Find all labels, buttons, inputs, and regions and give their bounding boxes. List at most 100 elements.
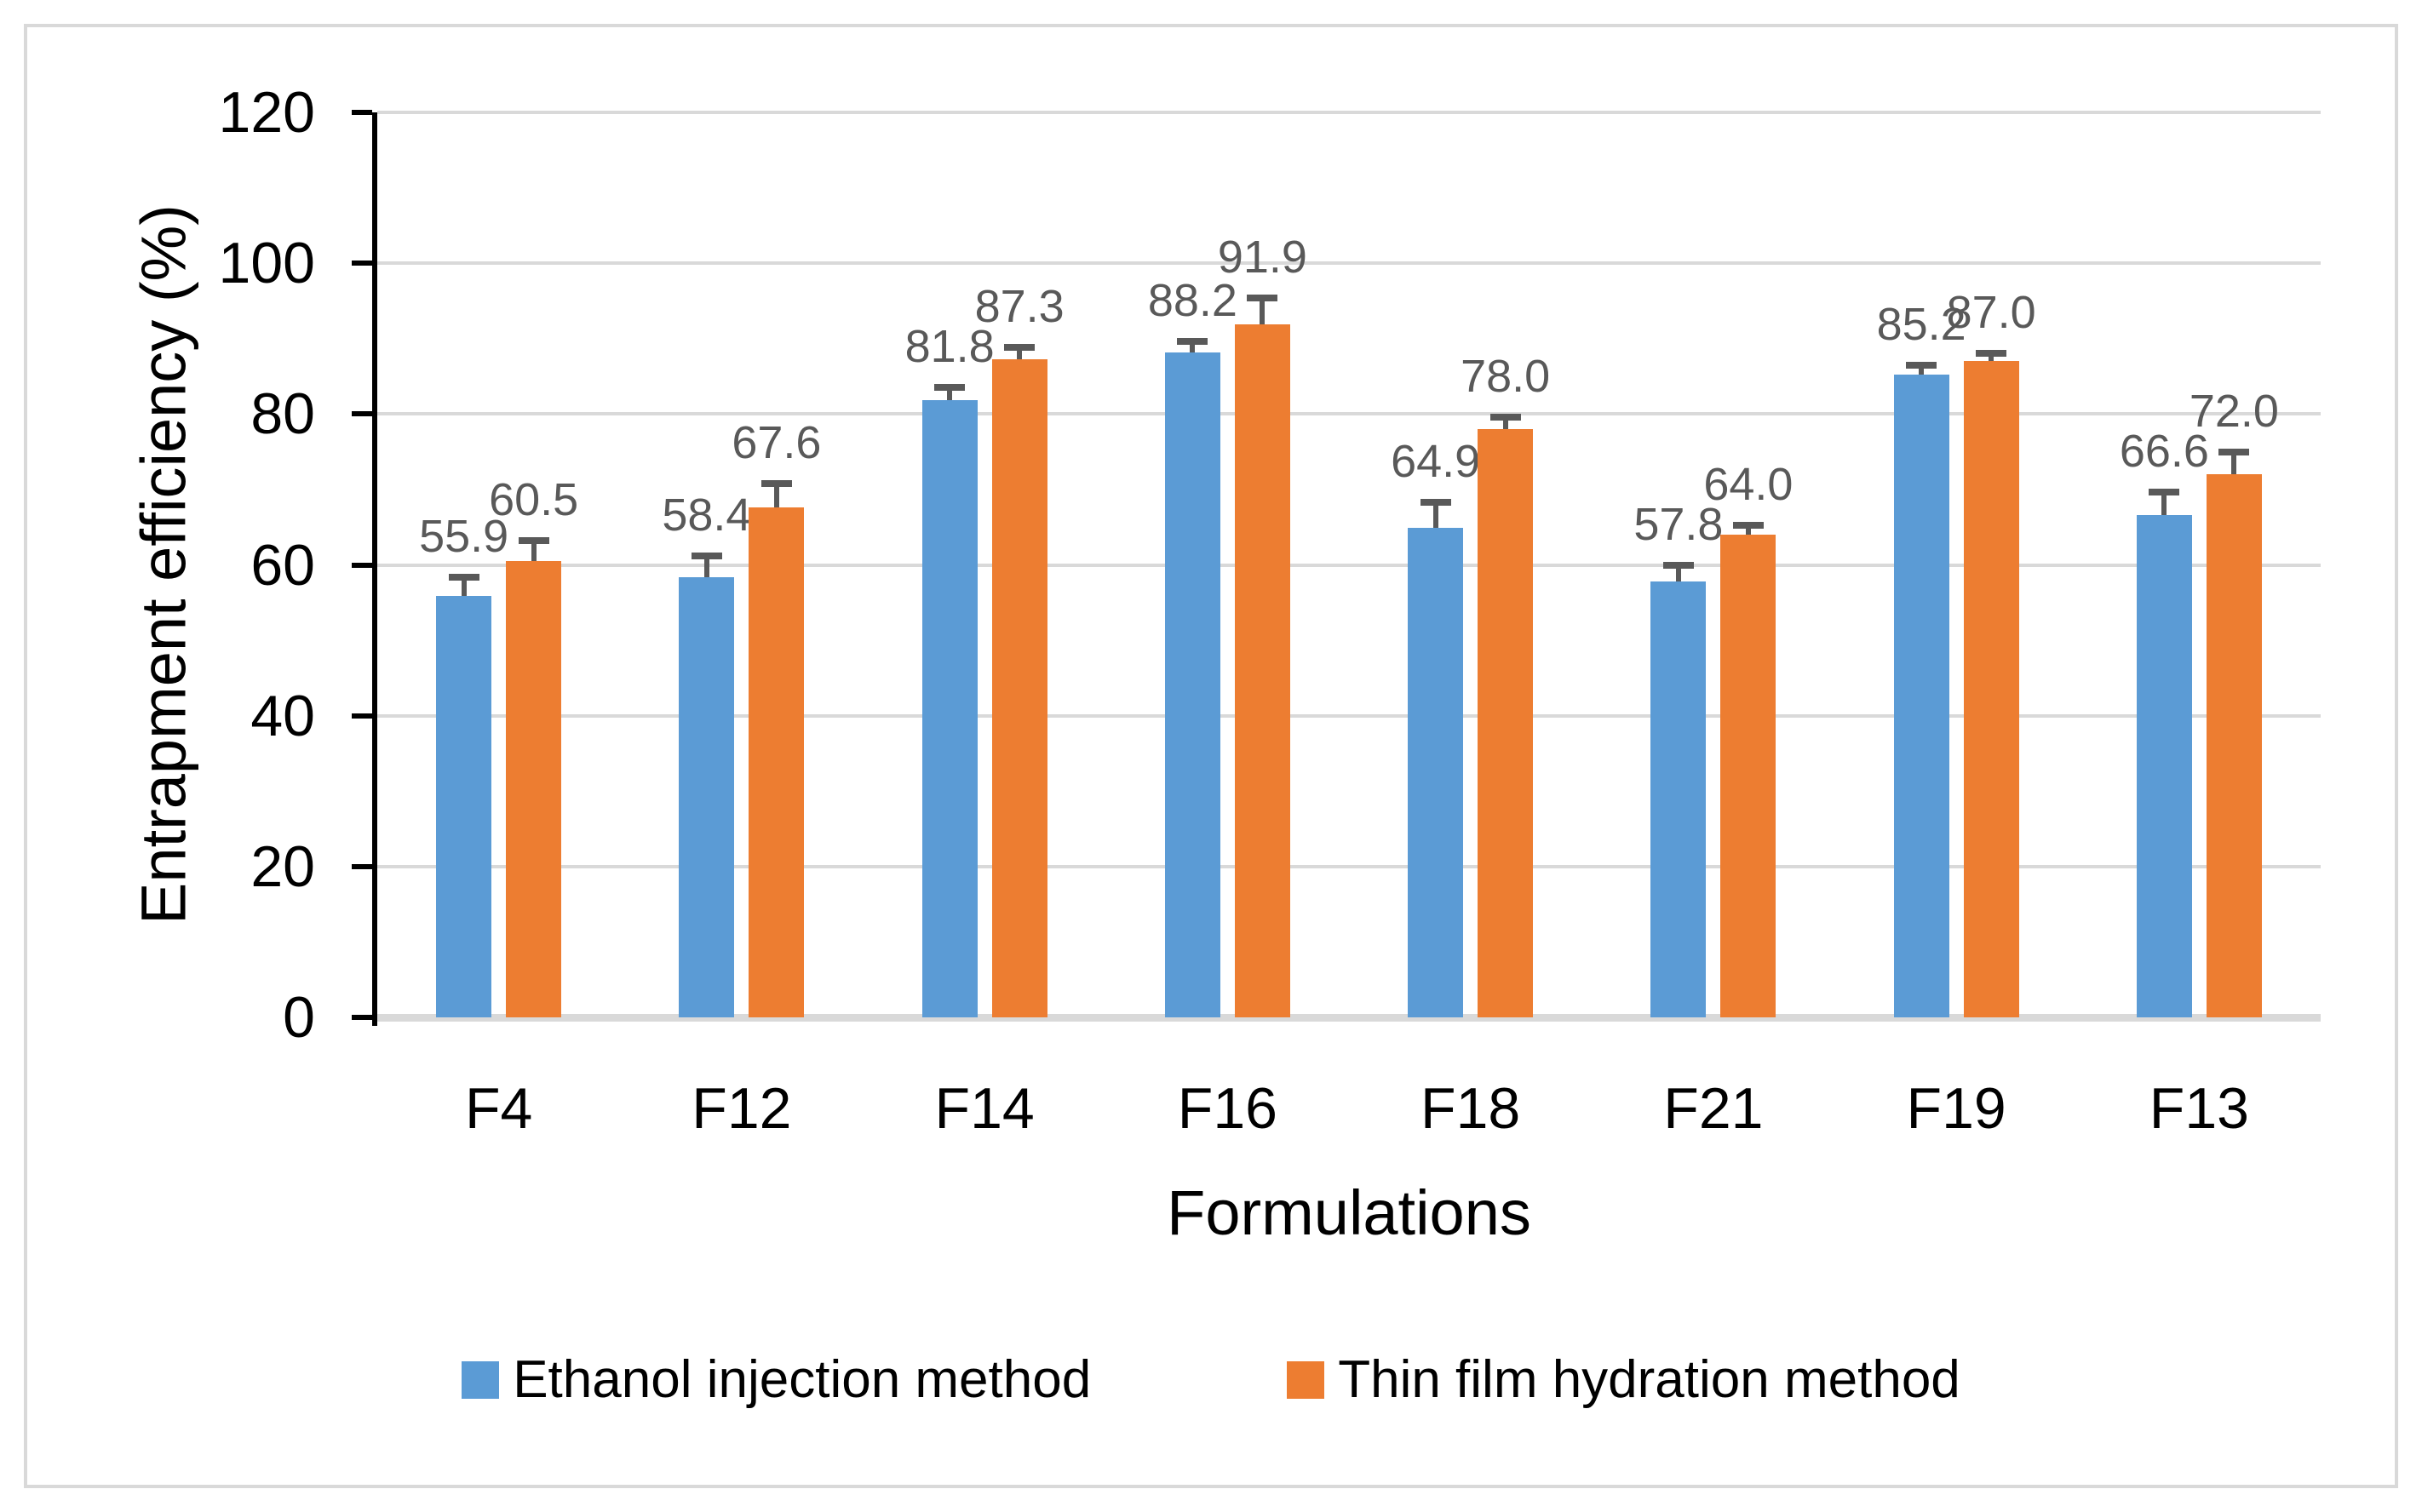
data-label-f21-orange: 64.0 xyxy=(1703,459,1794,511)
error-bar-line xyxy=(1432,501,1438,529)
data-label-f12-blue: 58.4 xyxy=(662,489,752,541)
error-bar-line xyxy=(2231,451,2237,475)
error-bar-cap xyxy=(518,537,549,545)
error-bar-cap xyxy=(1976,350,2007,358)
data-label-f21-blue: 57.8 xyxy=(1633,499,1724,551)
error-bar-line xyxy=(1989,353,1994,362)
y-tick-label: 60 xyxy=(250,532,315,598)
error-bar-line xyxy=(1502,416,1508,430)
y-axis-tick xyxy=(352,261,372,266)
data-label-f19-blue: 85.2 xyxy=(1876,298,1966,350)
bar-f12-orange xyxy=(749,507,805,1017)
error-bar-line xyxy=(1190,341,1196,352)
x-tick-label-f14: F14 xyxy=(934,1076,1035,1141)
bar-f19-orange xyxy=(1963,361,2019,1017)
error-bar-cap xyxy=(934,384,966,392)
error-bar-line xyxy=(773,483,779,508)
x-tick-label-f16: F16 xyxy=(1177,1076,1277,1141)
y-axis-tick xyxy=(352,863,372,869)
bar-f16-blue xyxy=(1164,352,1220,1017)
x-tick-label-f4: F4 xyxy=(464,1076,533,1141)
legend-item-thin-film-hydration: Thin film hydration method xyxy=(1287,1352,1960,1408)
error-bar-cap xyxy=(2218,448,2250,455)
legend-item-ethanol-injection: Ethanol injection method xyxy=(462,1352,1091,1408)
x-axis-line xyxy=(377,1014,2321,1022)
gridline xyxy=(377,261,2321,266)
bar-f21-blue xyxy=(1650,581,1707,1017)
y-tick-label: 0 xyxy=(283,985,315,1050)
error-bar-cap xyxy=(448,573,479,581)
error-bar-cap xyxy=(760,479,792,487)
x-tick-label-f12: F12 xyxy=(692,1076,792,1141)
gridline xyxy=(377,111,2321,114)
data-label-f4-blue: 55.9 xyxy=(419,510,509,562)
error-bar-line xyxy=(1919,364,1925,375)
data-label-f14-orange: 87.3 xyxy=(974,281,1065,333)
data-label-f13-blue: 66.6 xyxy=(2119,426,2209,478)
bar-f21-orange xyxy=(1720,535,1776,1017)
y-tick-label: 20 xyxy=(250,833,315,899)
error-bar-line xyxy=(1260,297,1266,324)
bar-f13-blue xyxy=(2136,515,2192,1017)
x-tick-label-f13: F13 xyxy=(2149,1076,2249,1141)
x-tick-label-f19: F19 xyxy=(1906,1076,2006,1141)
bar-f14-blue xyxy=(921,400,978,1017)
bar-f12-blue xyxy=(679,576,735,1017)
error-bar-cap xyxy=(1732,522,1764,530)
data-label-f19-orange: 87.0 xyxy=(1946,287,2036,339)
error-bar-cap xyxy=(1906,361,1937,369)
data-label-f16-blue: 88.2 xyxy=(1147,275,1237,327)
y-axis-title: Entrapment efficiency (%) xyxy=(128,204,199,925)
bar-f4-orange xyxy=(506,561,562,1017)
error-bar-line xyxy=(947,387,953,401)
gridline xyxy=(377,864,2321,868)
x-axis-title: Formulations xyxy=(1167,1177,1531,1248)
bar-f4-blue xyxy=(436,595,492,1017)
gridline xyxy=(377,563,2321,567)
bar-f18-blue xyxy=(1408,528,1464,1017)
y-axis-tick xyxy=(352,110,372,115)
error-bar-cap xyxy=(2149,489,2180,496)
bar-f14-orange xyxy=(991,358,1047,1017)
bar-f19-blue xyxy=(1893,375,1949,1017)
error-bar-line xyxy=(1017,347,1023,359)
error-bar-line xyxy=(531,541,537,562)
data-label-f12-orange: 67.6 xyxy=(732,416,822,468)
y-tick-label: 80 xyxy=(250,381,315,447)
gridline xyxy=(377,713,2321,718)
legend-swatch-blue xyxy=(462,1361,500,1399)
error-bar-cap xyxy=(691,552,722,559)
error-bar-cap xyxy=(1004,344,1036,352)
legend: Ethanol injection method Thin film hydrat… xyxy=(0,1352,2422,1408)
x-tick-label-f21: F21 xyxy=(1663,1076,1764,1141)
error-bar-line xyxy=(461,576,467,596)
y-tick-label: 120 xyxy=(218,80,315,145)
y-axis-tick xyxy=(352,562,372,568)
data-label-f18-blue: 64.9 xyxy=(1391,435,1481,487)
error-bar-line xyxy=(1745,525,1751,536)
y-tick-label: 100 xyxy=(218,231,315,296)
error-bar-cap xyxy=(1177,338,1208,346)
error-bar-line xyxy=(703,555,709,577)
error-bar-cap xyxy=(1662,562,1694,570)
data-label-f18-orange: 78.0 xyxy=(1461,350,1551,402)
y-axis-tick xyxy=(352,713,372,719)
gridline xyxy=(377,412,2321,416)
error-bar-cap xyxy=(1420,498,1451,506)
bar-f16-orange xyxy=(1234,324,1290,1017)
x-tick-label-f18: F18 xyxy=(1420,1076,1521,1141)
y-tick-label: 40 xyxy=(250,683,315,748)
y-axis-tick xyxy=(352,1015,372,1020)
legend-label: Ethanol injection method xyxy=(513,1350,1092,1409)
error-bar-line xyxy=(1675,565,1681,581)
error-bar-cap xyxy=(1489,413,1521,421)
data-label-f16-orange: 91.9 xyxy=(1217,231,1307,283)
data-label-f14-blue: 81.8 xyxy=(904,321,995,373)
data-label-f4-orange: 60.5 xyxy=(489,474,579,526)
y-axis-tick xyxy=(352,411,372,417)
error-bar-cap xyxy=(1247,294,1278,301)
bar-f18-orange xyxy=(1478,429,1534,1017)
y-axis-line xyxy=(372,112,377,1026)
bar-f13-orange xyxy=(2206,474,2262,1017)
